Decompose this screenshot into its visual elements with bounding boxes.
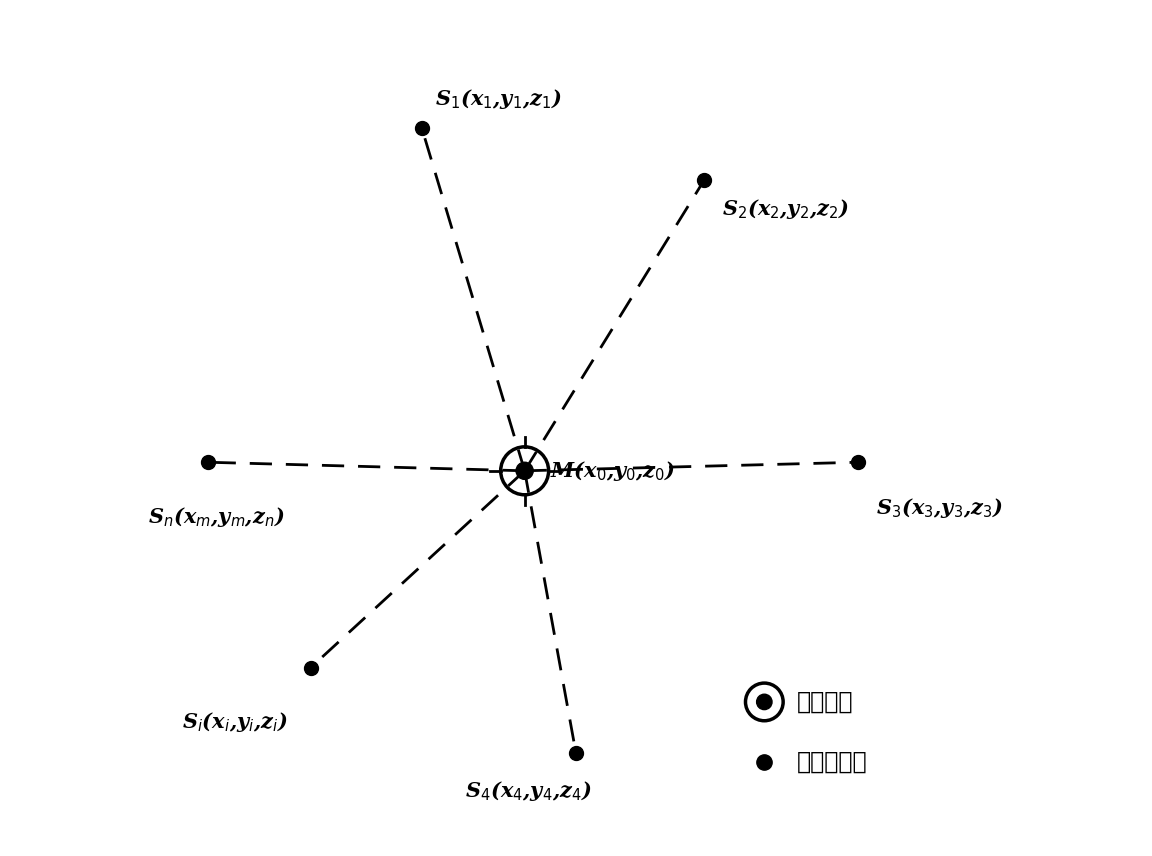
Text: S$_2$(x$_2$,y$_2$,z$_2$): S$_2$(x$_2$,y$_2$,z$_2$) — [721, 197, 848, 221]
Text: S$_i$(x$_i$,y$_i$,z$_i$): S$_i$(x$_i$,y$_i$,z$_i$) — [182, 710, 288, 734]
Text: S$_n$(x$_m$,y$_m$,z$_n$): S$_n$(x$_m$,y$_m$,z$_n$) — [147, 505, 285, 529]
Circle shape — [757, 694, 772, 710]
Text: S$_3$(x$_3$,y$_3$,z$_3$): S$_3$(x$_3$,y$_3$,z$_3$) — [876, 496, 1002, 520]
Text: S$_1$(x$_1$,y$_1$,z$_1$): S$_1$(x$_1$,y$_1$,z$_1$) — [434, 87, 562, 111]
Text: M(x$_0$,y$_0$,z$_0$): M(x$_0$,y$_0$,z$_0$) — [551, 459, 676, 483]
Text: 微震传感器: 微震传感器 — [797, 750, 867, 774]
Circle shape — [516, 462, 533, 479]
Text: S$_4$(x$_4$,y$_4$,z$_4$): S$_4$(x$_4$,y$_4$,z$_4$) — [464, 779, 592, 803]
Text: 爆破震源: 爆破震源 — [797, 690, 854, 714]
